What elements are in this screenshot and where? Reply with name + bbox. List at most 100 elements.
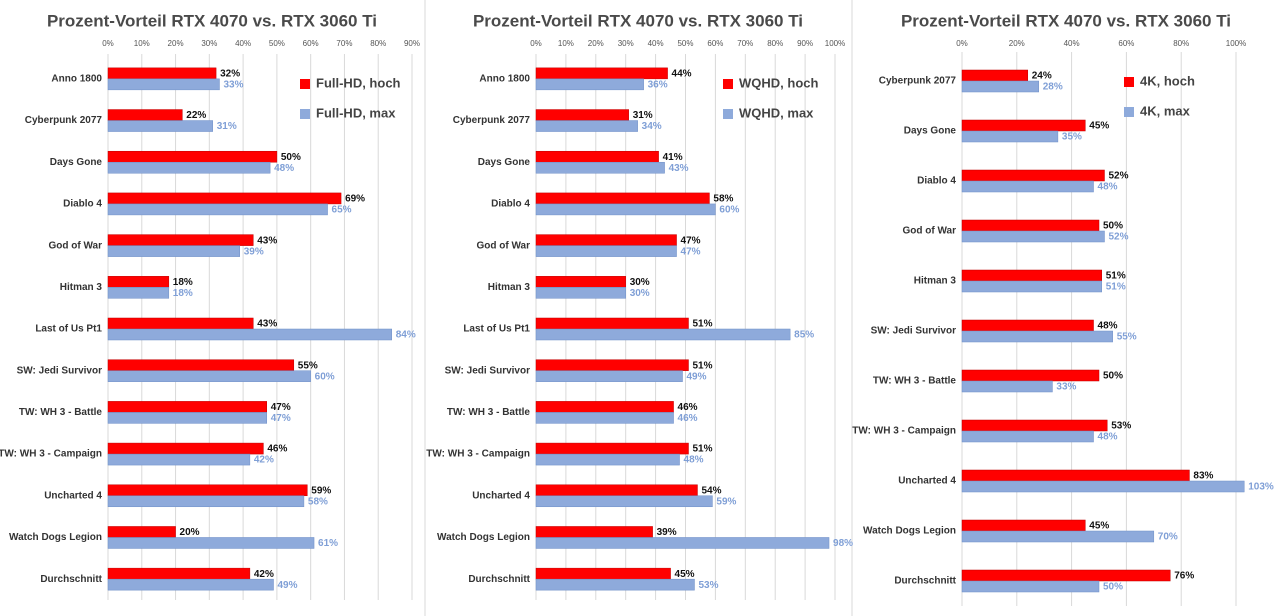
legend-swatch bbox=[300, 79, 310, 89]
bar bbox=[535, 484, 698, 497]
value-label: 18% bbox=[173, 288, 193, 299]
bar bbox=[107, 287, 170, 299]
category-label: God of War bbox=[902, 226, 956, 237]
value-label: 55% bbox=[298, 360, 318, 371]
bar bbox=[961, 169, 1105, 182]
category-label: Uncharted 4 bbox=[898, 476, 956, 487]
value-label: 48% bbox=[274, 163, 294, 174]
category-label: SW: Jedi Survivor bbox=[445, 365, 531, 376]
value-label: 85% bbox=[794, 330, 814, 341]
bar bbox=[961, 530, 1155, 543]
legend-label: 4K, max bbox=[1140, 103, 1191, 118]
value-label: 83% bbox=[1193, 471, 1213, 482]
x-tick-label: 100% bbox=[825, 39, 845, 48]
legend-swatch bbox=[300, 109, 310, 119]
value-label: 28% bbox=[1043, 82, 1063, 93]
value-label: 33% bbox=[223, 79, 243, 90]
value-label: 59% bbox=[716, 496, 736, 507]
value-label: 51% bbox=[692, 319, 712, 330]
value-label: 30% bbox=[630, 277, 650, 288]
bar bbox=[535, 442, 689, 455]
value-label: 52% bbox=[1108, 171, 1128, 182]
value-label: 41% bbox=[663, 152, 683, 163]
value-label: 53% bbox=[698, 580, 718, 591]
bar bbox=[107, 328, 392, 341]
value-label: 45% bbox=[675, 569, 695, 580]
x-tick-label: 60% bbox=[707, 39, 723, 48]
x-tick-label: 40% bbox=[235, 39, 251, 48]
x-tick-label: 80% bbox=[370, 39, 386, 48]
category-label: God of War bbox=[48, 240, 102, 251]
bar bbox=[535, 370, 683, 382]
category-label: TW: WH 3 - Battle bbox=[19, 407, 103, 418]
bar bbox=[535, 78, 644, 91]
bar bbox=[107, 537, 315, 549]
bar bbox=[961, 380, 1053, 393]
value-label: 103% bbox=[1248, 482, 1274, 493]
value-label: 48% bbox=[1098, 182, 1118, 193]
value-label: 53% bbox=[1111, 421, 1131, 432]
value-label: 22% bbox=[186, 110, 206, 121]
bar bbox=[961, 80, 1039, 93]
category-label: Diablo 4 bbox=[917, 176, 956, 187]
bar bbox=[535, 276, 626, 288]
bar bbox=[535, 109, 629, 121]
bar bbox=[961, 580, 1100, 593]
value-label: 51% bbox=[1106, 282, 1126, 293]
category-label: Watch Dogs Legion bbox=[9, 532, 102, 543]
bar bbox=[107, 567, 251, 580]
category-label: Hitman 3 bbox=[914, 276, 957, 287]
value-label: 42% bbox=[254, 569, 274, 580]
value-label: 47% bbox=[681, 246, 701, 257]
x-tick-label: 80% bbox=[767, 39, 783, 48]
x-tick-label: 100% bbox=[1226, 39, 1246, 48]
category-label: Hitman 3 bbox=[488, 282, 531, 293]
value-label: 50% bbox=[1103, 371, 1123, 382]
bar bbox=[535, 234, 677, 246]
value-label: 42% bbox=[254, 455, 274, 466]
bar bbox=[107, 245, 240, 257]
legend-label: Full-HD, hoch bbox=[316, 75, 401, 90]
bar bbox=[107, 412, 268, 424]
bar bbox=[535, 359, 689, 371]
bar bbox=[107, 67, 217, 80]
value-label: 58% bbox=[308, 496, 328, 507]
value-label: 50% bbox=[1103, 221, 1123, 232]
chart-title: Prozent-Vorteil RTX 4070 vs. RTX 3060 Ti bbox=[473, 11, 803, 30]
bar bbox=[535, 412, 674, 424]
bar bbox=[535, 287, 626, 299]
value-label: 43% bbox=[257, 235, 277, 246]
bar bbox=[535, 120, 638, 132]
bar bbox=[961, 69, 1029, 82]
bar bbox=[535, 150, 659, 163]
value-label: 24% bbox=[1032, 71, 1052, 82]
bar bbox=[107, 370, 311, 382]
bar bbox=[535, 192, 710, 205]
category-label: Hitman 3 bbox=[60, 282, 103, 293]
x-tick-label: 20% bbox=[1009, 39, 1025, 48]
category-label: Durchschnitt bbox=[468, 574, 530, 585]
value-label: 69% bbox=[345, 194, 365, 205]
bar bbox=[961, 319, 1094, 332]
category-label: Watch Dogs Legion bbox=[863, 526, 956, 537]
value-label: 35% bbox=[1062, 132, 1082, 143]
value-label: 84% bbox=[396, 330, 416, 341]
x-tick-label: 0% bbox=[102, 39, 114, 48]
bar bbox=[535, 526, 653, 538]
value-label: 46% bbox=[678, 413, 698, 424]
category-label: Last of Us Pt1 bbox=[463, 324, 530, 335]
bar bbox=[961, 480, 1245, 493]
value-label: 51% bbox=[692, 360, 712, 371]
value-label: 46% bbox=[678, 402, 698, 413]
bar bbox=[107, 78, 220, 91]
category-label: Uncharted 4 bbox=[472, 490, 530, 501]
category-label: TW: WH 3 - Campaign bbox=[426, 449, 530, 460]
bar bbox=[961, 180, 1094, 193]
legend-swatch bbox=[1124, 107, 1134, 117]
bar bbox=[535, 537, 830, 549]
value-label: 45% bbox=[1089, 121, 1109, 132]
category-label: Durchschnitt bbox=[40, 574, 102, 585]
bar bbox=[961, 280, 1102, 293]
bar bbox=[961, 269, 1102, 282]
